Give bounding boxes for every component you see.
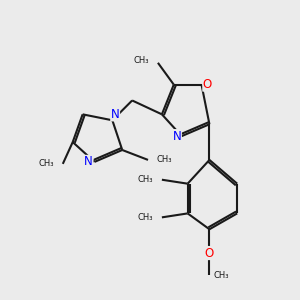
Text: N: N <box>84 155 93 168</box>
Text: N: N <box>111 108 119 121</box>
Text: CH₃: CH₃ <box>39 159 54 168</box>
Text: O: O <box>205 247 214 260</box>
Text: N: N <box>172 130 181 142</box>
Text: CH₃: CH₃ <box>134 56 149 64</box>
Text: CH₃: CH₃ <box>138 213 153 222</box>
Text: O: O <box>203 78 212 91</box>
Text: CH₃: CH₃ <box>157 155 172 164</box>
Text: CH₃: CH₃ <box>213 271 229 280</box>
Text: CH₃: CH₃ <box>138 175 153 184</box>
